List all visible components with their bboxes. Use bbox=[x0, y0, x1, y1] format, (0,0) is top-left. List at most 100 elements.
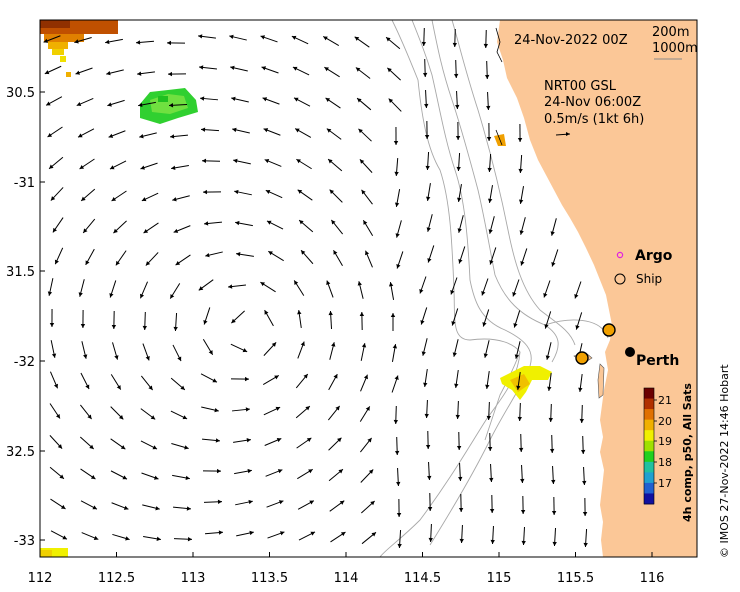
model-time: 24-Nov 06:00Z bbox=[544, 95, 641, 110]
current-arrow bbox=[266, 220, 284, 230]
current-arrow bbox=[173, 225, 191, 233]
y-tick-label: -31 bbox=[14, 176, 35, 191]
current-arrow bbox=[49, 403, 61, 419]
current-arrow bbox=[139, 281, 149, 299]
current-arrow bbox=[551, 496, 557, 516]
current-arrow bbox=[198, 34, 216, 39]
current-arrow bbox=[79, 436, 95, 450]
current-arrow bbox=[548, 403, 554, 423]
current-arrow bbox=[140, 408, 156, 420]
current-arrow bbox=[579, 404, 585, 424]
current-arrow bbox=[390, 312, 396, 332]
ship-legend-label: Ship bbox=[636, 272, 662, 286]
current-arrow bbox=[518, 154, 523, 174]
colorbar-segment bbox=[644, 482, 654, 494]
x-tick-label: 113.5 bbox=[251, 571, 288, 586]
colorbar-gradient bbox=[644, 388, 654, 505]
date-label: 24-Nov-2022 00Z bbox=[514, 33, 628, 48]
current-arrow bbox=[79, 158, 95, 170]
current-arrow bbox=[173, 537, 193, 542]
garden-island bbox=[597, 363, 605, 399]
current-arrow bbox=[295, 405, 311, 419]
current-arrow bbox=[82, 218, 96, 234]
current-arrow bbox=[298, 219, 314, 233]
current-arrow bbox=[486, 401, 491, 421]
current-arrow bbox=[427, 461, 432, 481]
current-arrow bbox=[47, 126, 63, 138]
current-arrow bbox=[169, 283, 181, 299]
current-arrow bbox=[329, 342, 336, 360]
current-arrow bbox=[80, 309, 86, 329]
current-arrow bbox=[231, 310, 245, 324]
current-arrow bbox=[261, 66, 279, 74]
current-arrow bbox=[328, 437, 342, 451]
current-arrow bbox=[50, 340, 57, 358]
current-arrow bbox=[458, 246, 466, 264]
colorbar-segment bbox=[644, 398, 654, 410]
current-arrow bbox=[169, 134, 189, 139]
current-arrow bbox=[485, 371, 490, 389]
current-arrow bbox=[451, 308, 459, 326]
current-arrow bbox=[551, 249, 559, 267]
current-arrow bbox=[297, 468, 313, 480]
current-arrow bbox=[481, 278, 489, 296]
ship-observation bbox=[575, 351, 589, 365]
current-arrow bbox=[77, 128, 95, 138]
current-arrow bbox=[324, 66, 340, 78]
current-arrow bbox=[202, 189, 222, 195]
current-arrow bbox=[172, 506, 192, 511]
current-arrow bbox=[264, 309, 274, 327]
current-arrow bbox=[388, 98, 402, 112]
current-arrow bbox=[293, 97, 311, 107]
current-arrow bbox=[199, 96, 219, 101]
current-arrow bbox=[111, 190, 127, 202]
current-arrow bbox=[263, 406, 281, 416]
current-arrow bbox=[110, 470, 128, 480]
current-arrow bbox=[426, 214, 433, 232]
x-tick-label: 115.5 bbox=[557, 571, 594, 586]
current-arrow bbox=[360, 437, 372, 453]
current-arrow bbox=[483, 29, 489, 49]
current-arrow bbox=[517, 402, 522, 422]
perth-marker bbox=[625, 347, 635, 357]
current-arrow bbox=[109, 160, 127, 170]
current-arrow bbox=[80, 500, 98, 510]
y-axis: 30.5 -31 31.5 -32 32.5 -33 bbox=[6, 86, 45, 549]
current-arrow bbox=[166, 40, 186, 46]
current-arrow bbox=[544, 311, 552, 329]
current-arrow bbox=[231, 407, 251, 412]
current-arrow bbox=[47, 278, 54, 296]
current-arrow bbox=[202, 339, 214, 355]
current-arrow bbox=[140, 162, 158, 170]
current-arrow bbox=[388, 282, 395, 300]
current-arrow bbox=[105, 38, 123, 45]
current-arrow bbox=[49, 371, 59, 389]
current-arrow bbox=[423, 369, 428, 387]
current-arrow bbox=[519, 217, 526, 235]
current-arrow bbox=[328, 468, 344, 482]
ship-legend-icon bbox=[614, 273, 626, 285]
current-arrows bbox=[43, 27, 588, 549]
current-arrow bbox=[112, 342, 119, 360]
current-arrow bbox=[113, 220, 127, 234]
current-arrow bbox=[396, 251, 404, 269]
current-arrow bbox=[521, 526, 526, 546]
current-arrow bbox=[328, 373, 338, 391]
current-arrow bbox=[359, 159, 373, 173]
current-arrow bbox=[111, 502, 129, 510]
current-arrow bbox=[517, 123, 523, 143]
colorbar-tick-label: 17 bbox=[658, 477, 672, 490]
current-arrow bbox=[518, 433, 524, 453]
y-tick-label: -33 bbox=[14, 534, 35, 549]
current-arrow bbox=[142, 504, 160, 511]
colorbar-segment bbox=[644, 388, 654, 399]
current-arrow bbox=[482, 309, 490, 327]
current-arrow bbox=[140, 440, 158, 450]
current-arrow bbox=[361, 189, 373, 205]
current-arrow bbox=[427, 245, 435, 263]
credit-line: © IMOS 27-Nov-2022 14:46 Hobart bbox=[718, 364, 731, 558]
current-arrow bbox=[545, 342, 552, 360]
current-arrow bbox=[489, 463, 494, 483]
current-arrow bbox=[198, 279, 214, 291]
current-arrow bbox=[419, 276, 427, 294]
